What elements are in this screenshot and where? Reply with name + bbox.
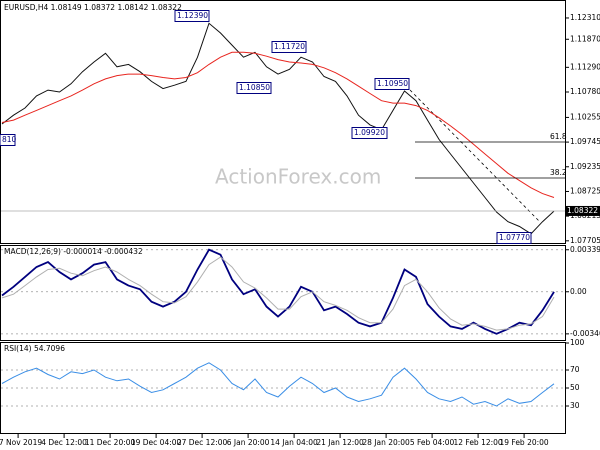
rsi-title: RSI(14) 54.7096: [4, 344, 65, 353]
x-tick-label: 27 Dec 12:00: [177, 438, 228, 447]
y-tick-label: 30: [570, 401, 580, 410]
price-annotation-box: [174, 10, 210, 22]
price-annotation-box: [0, 134, 16, 146]
y-tick-label: 100: [570, 338, 585, 347]
last-price-label: 1.08322: [567, 206, 598, 215]
x-tick-label: 19 Dec 04:00: [131, 438, 182, 447]
y-tick-label: 1.09235: [570, 162, 600, 171]
watermark: ActionForex.com: [215, 165, 381, 189]
y-tick-label: 1.07705: [570, 236, 600, 245]
price-title: EURUSD,H4 1.08149 1.08372 1.08142 1.0832…: [4, 3, 182, 12]
series-line: [1, 248, 555, 335]
y-tick-label: 1.11290: [570, 62, 600, 71]
x-tick-label: 14 Jan 04:00: [270, 438, 318, 447]
x-tick-label: 21 Jan 12:00: [316, 438, 364, 447]
x-tick-label: 12 Feb 12:00: [453, 438, 502, 447]
price-annotation: 810: [2, 135, 17, 144]
series-line: [1, 22, 555, 235]
y-tick-label: 70: [570, 365, 580, 374]
macd-title: MACD(12,26,9) -0.000014 -0.000432: [4, 247, 143, 256]
price-annotation: 1.12390: [177, 11, 208, 20]
price-annotation: 1.10850: [239, 83, 270, 92]
y-tick-label: 0.00: [570, 287, 587, 296]
series-line: [1, 256, 555, 331]
trend-line: [409, 89, 541, 223]
rsi-panel: [0, 342, 566, 434]
x-tick-label: 5 Feb 04:00: [410, 438, 455, 447]
y-tick-label: 1.09745: [570, 137, 600, 146]
price-annotation-box: [236, 82, 272, 94]
x-tick-label: 11 Dec 20:00: [85, 438, 136, 447]
x-tick-label: 19 Feb 20:00: [499, 438, 548, 447]
y-tick-label: 0.003396: [570, 245, 600, 254]
price-annotation-box: [496, 232, 532, 244]
fib-label: 61.8: [550, 132, 567, 141]
y-tick-label: 1.12310: [570, 13, 600, 22]
price-panel: [0, 0, 566, 244]
x-tick-label: 27 Nov 2019: [0, 438, 42, 447]
last-price-box: [565, 205, 600, 216]
price-annotation: 1.10950: [377, 79, 408, 88]
x-tick-label: 28 Jan 20:00: [362, 438, 410, 447]
x-tick-label: 4 Dec 12:00: [41, 438, 87, 447]
price-annotation: 1.11720: [274, 42, 305, 51]
y-tick-label: 1.08725: [570, 186, 600, 195]
fib-label: 38.2: [550, 168, 567, 177]
y-tick-label: 1.10255: [570, 112, 600, 121]
y-tick-label: 1.10780: [570, 87, 600, 96]
y-tick-label: -0.003404: [570, 329, 600, 338]
price-annotation-box: [351, 127, 388, 139]
macd-panel: [0, 245, 566, 341]
x-tick-label: 6 Jan 20:00: [227, 438, 270, 447]
price-annotation: 1.07770: [499, 233, 530, 242]
series-line: [1, 51, 555, 198]
series-line: [1, 362, 555, 407]
price-annotation: 1.09920: [354, 128, 385, 137]
y-tick-label: 50: [570, 383, 580, 392]
price-annotation-box: [271, 41, 307, 53]
price-annotation-box: [374, 78, 410, 90]
y-tick-label: 1.11870: [570, 34, 600, 43]
